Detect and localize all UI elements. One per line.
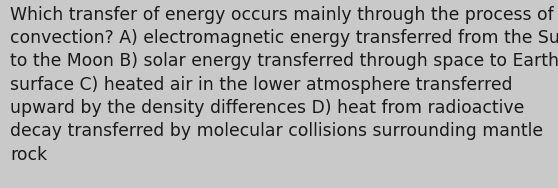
Text: Which transfer of energy occurs mainly through the process of
convection? A) ele: Which transfer of energy occurs mainly t…: [10, 6, 558, 164]
